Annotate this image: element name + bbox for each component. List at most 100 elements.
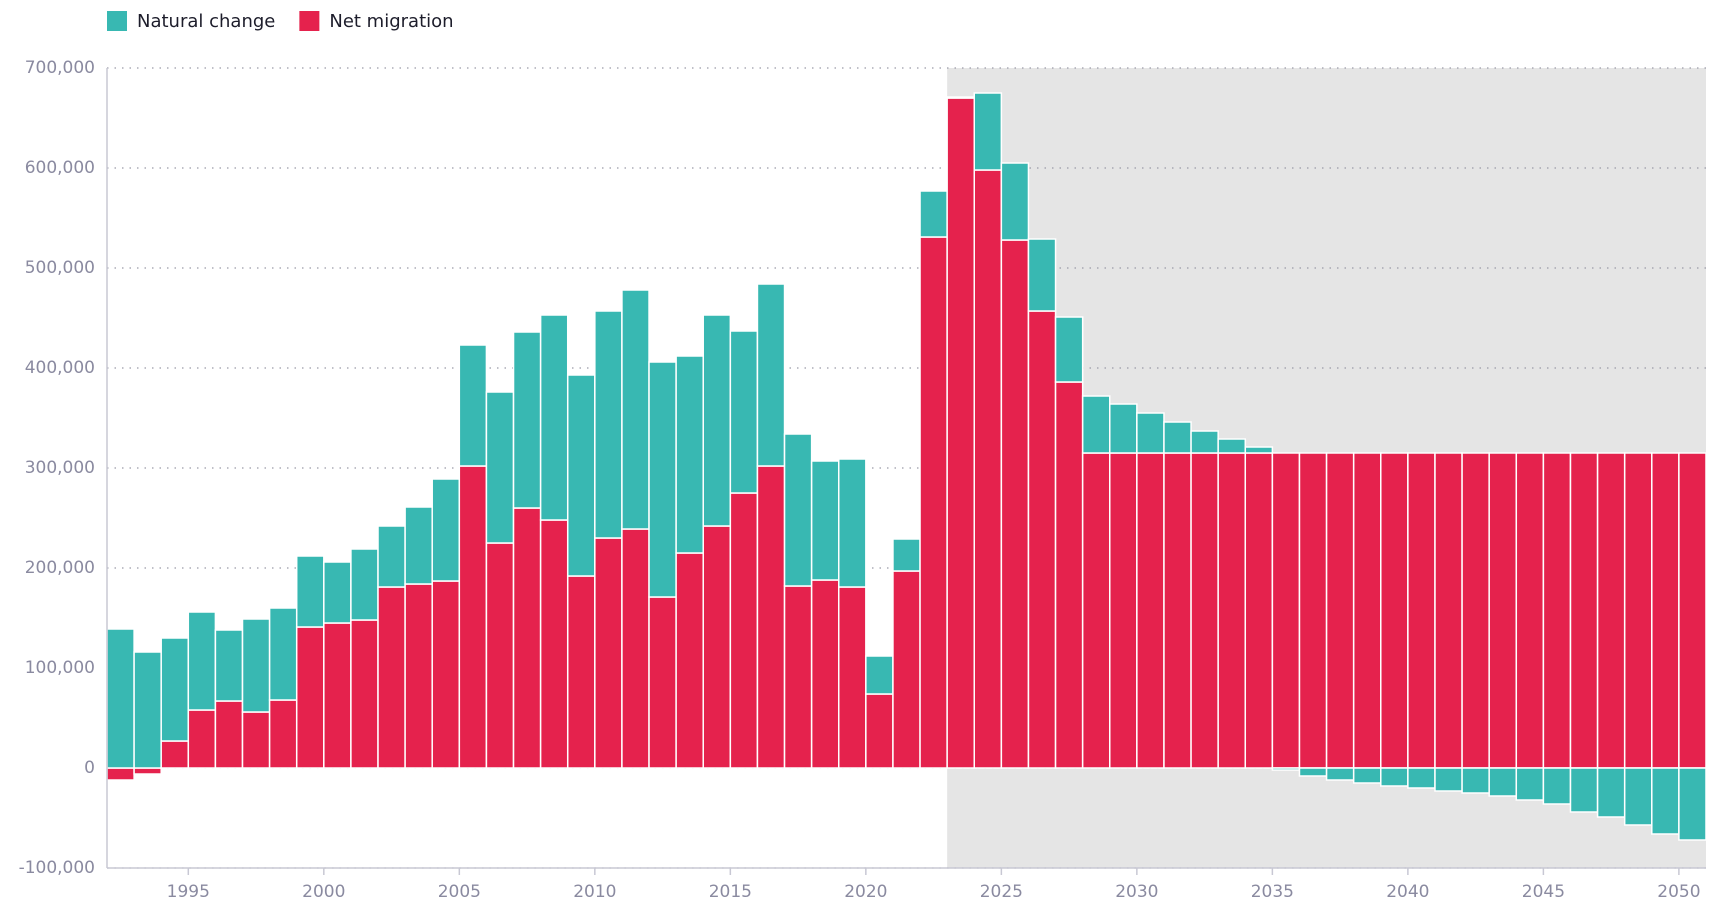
y-tick-label: 0 [84, 758, 95, 778]
bar [1434, 452, 1463, 769]
bar [1352, 767, 1382, 784]
bar [1596, 767, 1626, 818]
legend-label: Net migration [329, 11, 453, 32]
bar [1081, 452, 1111, 769]
bar [295, 555, 325, 628]
bar [268, 607, 298, 701]
bar [106, 628, 135, 769]
bar [648, 596, 677, 769]
legend: Natural change Net migration [107, 11, 454, 32]
bar [1081, 395, 1111, 454]
bar [892, 570, 921, 769]
bar [1298, 767, 1328, 777]
bar [1136, 412, 1165, 454]
bar [621, 528, 650, 769]
bar [946, 97, 976, 769]
bar [1217, 452, 1247, 769]
bar [295, 626, 325, 769]
bar [458, 344, 488, 467]
y-tick-label: 700,000 [25, 58, 95, 78]
bar [1461, 767, 1490, 794]
bar [729, 330, 759, 494]
legend-swatch [107, 11, 127, 31]
y-tick-label: 300,000 [25, 458, 95, 478]
x-tick-label: 2045 [1522, 882, 1565, 902]
bar [431, 478, 461, 582]
bar [1000, 239, 1030, 769]
bar [1596, 452, 1626, 769]
bar [1163, 452, 1192, 769]
bar [404, 583, 433, 769]
bar [187, 611, 217, 711]
bar [865, 693, 894, 769]
bar [1352, 452, 1382, 769]
bar [783, 585, 813, 769]
bar [404, 506, 433, 585]
bar [1109, 403, 1138, 454]
bar [160, 637, 190, 742]
bar [1271, 452, 1301, 769]
bar [594, 537, 623, 769]
y-tick-label: 200,000 [25, 558, 95, 578]
bar [241, 711, 271, 769]
bar [1190, 452, 1219, 769]
bar [485, 542, 515, 769]
x-tick-label: 2030 [1115, 882, 1158, 902]
bar [1163, 421, 1192, 454]
bar [1190, 430, 1219, 454]
bar [837, 586, 867, 769]
bar [377, 525, 406, 588]
x-tick-label: 2000 [302, 882, 345, 902]
bar [756, 465, 786, 769]
bar [133, 651, 162, 769]
bar [594, 310, 623, 539]
bar [214, 629, 244, 702]
bar [1136, 452, 1165, 769]
bar [1325, 452, 1355, 769]
bar [350, 619, 379, 769]
bar [1380, 767, 1409, 787]
bar [458, 465, 488, 769]
x-tick-label: 2015 [709, 882, 752, 902]
bar [1054, 316, 1084, 383]
y-tick-label: 600,000 [25, 158, 95, 178]
x-tick-label: 2035 [1251, 882, 1294, 902]
bar [350, 548, 379, 621]
bar [566, 374, 596, 577]
bar [1054, 381, 1084, 769]
bar [485, 391, 515, 544]
bar [1027, 310, 1057, 769]
bar [837, 458, 867, 588]
x-tick-label: 2025 [980, 882, 1023, 902]
bar [1542, 452, 1572, 769]
bar [1298, 452, 1328, 769]
bar [566, 575, 596, 769]
bar [892, 538, 921, 572]
bar [1488, 767, 1518, 797]
bar [1542, 767, 1572, 805]
bar [133, 767, 162, 775]
bar [106, 767, 135, 781]
bar [919, 236, 948, 769]
bar [1000, 162, 1030, 241]
bar [214, 700, 244, 769]
bar [512, 331, 542, 509]
bar [648, 361, 677, 598]
bar [241, 618, 271, 713]
x-tick-label: 2010 [573, 882, 616, 902]
bar [1407, 767, 1436, 789]
bar [539, 314, 569, 521]
bar [675, 355, 704, 554]
bar [1569, 452, 1599, 769]
bar [1027, 238, 1057, 312]
bar [946, 96, 976, 99]
bar [1569, 767, 1599, 813]
bar [1678, 452, 1707, 769]
bar [702, 314, 732, 527]
y-tick-label: 100,000 [25, 658, 95, 678]
bar [1217, 438, 1247, 454]
bar [1515, 767, 1545, 801]
bar [810, 579, 840, 769]
bar [377, 586, 406, 769]
